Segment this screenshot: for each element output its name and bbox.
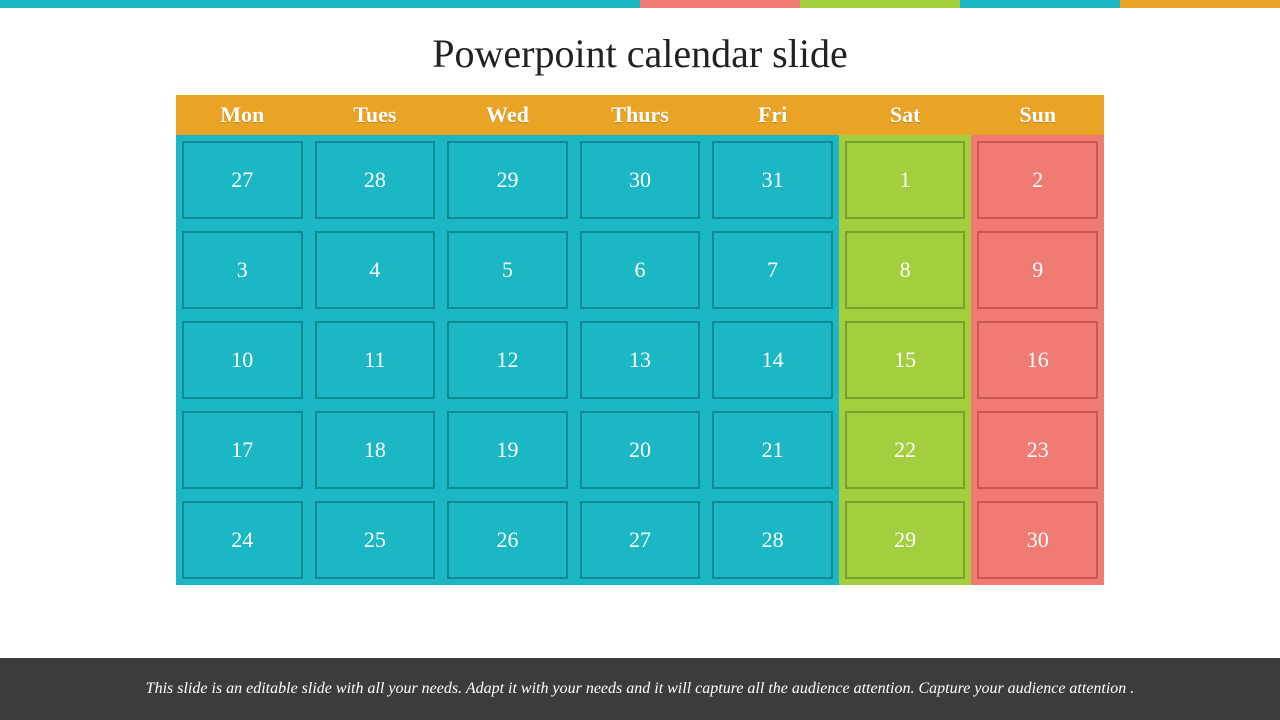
slide-title: Powerpoint calendar slide xyxy=(0,30,1280,77)
calendar-cell: 2 xyxy=(971,135,1104,225)
calendar-cell-value: 10 xyxy=(182,321,303,399)
calendar-cell-value: 30 xyxy=(580,141,701,219)
calendar-cell: 28 xyxy=(309,135,442,225)
calendar-cell-value: 25 xyxy=(315,501,436,579)
calendar-cell: 31 xyxy=(706,135,839,225)
calendar-header-row: Mon Tues Wed Thurs Fri Sat Sun xyxy=(176,95,1104,135)
calendar-cell-value: 14 xyxy=(712,321,833,399)
footer-bar: This slide is an editable slide with all… xyxy=(0,658,1280,720)
top-seg-3 xyxy=(960,0,1120,8)
calendar-cell: 21 xyxy=(706,405,839,495)
calendar-cell: 9 xyxy=(971,225,1104,315)
calendar-cell: 30 xyxy=(574,135,707,225)
day-header-sat: Sat xyxy=(839,95,972,135)
calendar-cell-value: 16 xyxy=(977,321,1098,399)
calendar-cell-value: 19 xyxy=(447,411,568,489)
footer-text: This slide is an editable slide with all… xyxy=(146,678,1135,700)
calendar-cell-value: 8 xyxy=(845,231,966,309)
calendar-cell-value: 11 xyxy=(315,321,436,399)
calendar-cell: 17 xyxy=(176,405,309,495)
calendar-cell: 24 xyxy=(176,495,309,585)
calendar-cell-value: 3 xyxy=(182,231,303,309)
calendar-cell: 27 xyxy=(574,495,707,585)
calendar-cell: 15 xyxy=(839,315,972,405)
calendar-row: 10111213141516 xyxy=(176,315,1104,405)
calendar-cell: 6 xyxy=(574,225,707,315)
calendar-cell: 3 xyxy=(176,225,309,315)
calendar-cell-value: 24 xyxy=(182,501,303,579)
day-header-mon: Mon xyxy=(176,95,309,135)
calendar-cell: 29 xyxy=(441,135,574,225)
top-seg-4 xyxy=(1120,0,1280,8)
calendar-row: 17181920212223 xyxy=(176,405,1104,495)
calendar-cell: 12 xyxy=(441,315,574,405)
calendar-row: 272829303112 xyxy=(176,135,1104,225)
calendar-cell-value: 29 xyxy=(845,501,966,579)
calendar-cell-value: 26 xyxy=(447,501,568,579)
calendar-cell-value: 28 xyxy=(315,141,436,219)
calendar-cell: 11 xyxy=(309,315,442,405)
top-accent-bar xyxy=(0,0,1280,8)
calendar-cell-value: 15 xyxy=(845,321,966,399)
top-seg-0 xyxy=(0,0,640,8)
calendar-cell-value: 28 xyxy=(712,501,833,579)
day-header-tues: Tues xyxy=(309,95,442,135)
calendar-cell: 22 xyxy=(839,405,972,495)
calendar-cell-value: 17 xyxy=(182,411,303,489)
calendar-cell-value: 2 xyxy=(977,141,1098,219)
calendar-cell: 1 xyxy=(839,135,972,225)
calendar-cell-value: 30 xyxy=(977,501,1098,579)
calendar-cell-value: 1 xyxy=(845,141,966,219)
calendar-cell: 28 xyxy=(706,495,839,585)
calendar-cell: 4 xyxy=(309,225,442,315)
calendar-cell: 23 xyxy=(971,405,1104,495)
calendar-cell: 30 xyxy=(971,495,1104,585)
calendar-cell-value: 31 xyxy=(712,141,833,219)
calendar-cell: 26 xyxy=(441,495,574,585)
calendar-cell-value: 4 xyxy=(315,231,436,309)
calendar-cell-value: 13 xyxy=(580,321,701,399)
calendar-cell: 14 xyxy=(706,315,839,405)
day-header-thurs: Thurs xyxy=(574,95,707,135)
day-header-sun: Sun xyxy=(971,95,1104,135)
calendar-cell-value: 29 xyxy=(447,141,568,219)
top-seg-2 xyxy=(800,0,960,8)
calendar-cell-value: 6 xyxy=(580,231,701,309)
calendar-cell: 16 xyxy=(971,315,1104,405)
calendar-cell: 18 xyxy=(309,405,442,495)
calendar-cell: 5 xyxy=(441,225,574,315)
calendar: Mon Tues Wed Thurs Fri Sat Sun 272829303… xyxy=(176,95,1104,585)
calendar-cell-value: 27 xyxy=(580,501,701,579)
calendar-cell: 27 xyxy=(176,135,309,225)
calendar-cell: 13 xyxy=(574,315,707,405)
calendar-row: 3456789 xyxy=(176,225,1104,315)
calendar-cell-value: 12 xyxy=(447,321,568,399)
calendar-cell: 19 xyxy=(441,405,574,495)
calendar-cell-value: 9 xyxy=(977,231,1098,309)
calendar-cell: 29 xyxy=(839,495,972,585)
calendar-cell-value: 5 xyxy=(447,231,568,309)
calendar-cell-value: 23 xyxy=(977,411,1098,489)
day-header-fri: Fri xyxy=(706,95,839,135)
calendar-grid: 2728293031123456789101112131415161718192… xyxy=(176,135,1104,585)
calendar-cell: 10 xyxy=(176,315,309,405)
slide: Powerpoint calendar slide Mon Tues Wed T… xyxy=(0,0,1280,720)
calendar-cell: 8 xyxy=(839,225,972,315)
calendar-cell-value: 20 xyxy=(580,411,701,489)
calendar-cell-value: 7 xyxy=(712,231,833,309)
calendar-cell: 20 xyxy=(574,405,707,495)
calendar-cell-value: 27 xyxy=(182,141,303,219)
day-header-wed: Wed xyxy=(441,95,574,135)
calendar-cell: 25 xyxy=(309,495,442,585)
top-seg-1 xyxy=(640,0,800,8)
calendar-row: 24252627282930 xyxy=(176,495,1104,585)
calendar-cell-value: 21 xyxy=(712,411,833,489)
calendar-cell-value: 18 xyxy=(315,411,436,489)
calendar-cell: 7 xyxy=(706,225,839,315)
calendar-cell-value: 22 xyxy=(845,411,966,489)
